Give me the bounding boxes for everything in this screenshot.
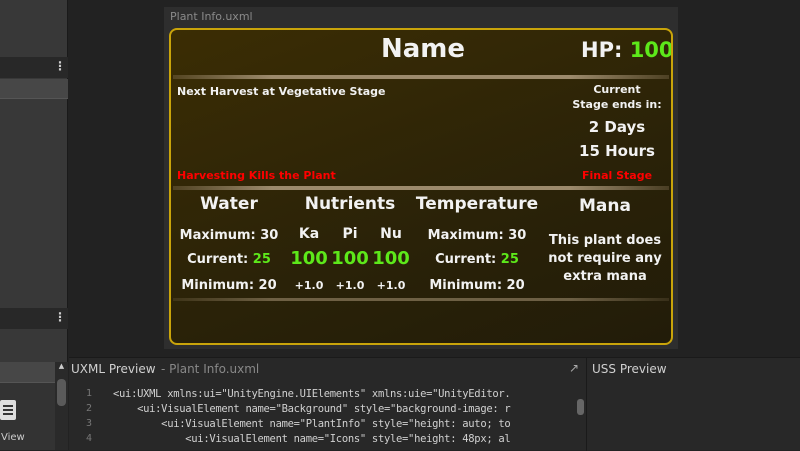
- preview-window: Plant Info.uxml Name HP: 100 Next Harves…: [164, 7, 678, 349]
- divider: [173, 298, 669, 301]
- harvest-warning: Harvesting Kills the Plant: [177, 169, 336, 182]
- label: Current:: [435, 252, 497, 267]
- line-number: 3: [86, 418, 93, 429]
- scrollbar-thumb[interactable]: [577, 399, 584, 415]
- line-number: 2: [86, 403, 93, 414]
- water-title: Water: [200, 194, 258, 214]
- divider: [173, 75, 669, 79]
- uxml-preview-title: UXML Preview: [71, 362, 156, 376]
- nutrient-name: Pi: [342, 226, 358, 242]
- mana-title: Mana: [579, 196, 631, 216]
- list-row[interactable]: [0, 362, 55, 383]
- list-row[interactable]: [0, 79, 68, 99]
- divider: [173, 186, 669, 190]
- code-line: <ui:VisualElement name="Background" styl…: [113, 403, 511, 415]
- final-stage-label: Final Stage: [581, 169, 653, 182]
- line-number: 1: [86, 388, 93, 399]
- nutrient-value: 100: [331, 248, 369, 269]
- asset-area: View: [0, 362, 55, 450]
- line-number: 4: [86, 433, 93, 444]
- scrollbar[interactable]: ▲: [55, 362, 68, 450]
- mana-text: This plant does: [548, 233, 662, 248]
- water-max: Maximum: 30: [179, 228, 279, 243]
- file-name: Plant Info.uxml: [169, 362, 260, 376]
- nutrient-value: 100: [290, 248, 328, 269]
- code-line: <ui:VisualElement name="PlantInfo" style…: [113, 418, 511, 430]
- kebab-menu-icon[interactable]: ⋮: [54, 310, 66, 324]
- panel-header: ⋮: [0, 308, 68, 329]
- left-panel: ⋮ ⋮ View ▲: [0, 0, 68, 450]
- nutrient-rate: +1.0: [335, 279, 365, 292]
- nutrient-name: Ka: [298, 226, 320, 242]
- temperature-title: Temperature: [415, 194, 539, 214]
- water-current: Current: 25: [187, 252, 271, 267]
- code-view[interactable]: 1 <ui:UXML xmlns:ui="UnityEngine.UIElemen…: [69, 385, 586, 451]
- code-scrollbar[interactable]: ▲: [575, 385, 586, 451]
- hp-display: HP: 100: [581, 38, 673, 62]
- asset-label[interactable]: View: [1, 432, 25, 443]
- kebab-menu-icon[interactable]: ⋮: [54, 59, 66, 73]
- stage-ends-label: Stage ends in:: [572, 98, 662, 111]
- panel-header: ⋮: [0, 57, 68, 78]
- hp-label: HP:: [581, 38, 623, 62]
- temperature-min: Minimum: 20: [429, 278, 525, 293]
- next-harvest-label: Next Harvest at Vegetative Stage: [177, 85, 386, 98]
- open-external-icon[interactable]: ↗: [569, 361, 580, 375]
- label: Current:: [187, 252, 249, 267]
- temperature-max: Maximum: 30: [427, 228, 527, 243]
- mana-text: extra mana: [563, 269, 647, 284]
- nutrient-value: 100: [372, 248, 410, 269]
- preview-title: Plant Info.uxml: [170, 10, 253, 23]
- bottom-panel: UXML Preview - Plant Info.uxml ↗ USS Pre…: [69, 357, 800, 451]
- uxml-file-label: - Plant Info.uxml: [161, 362, 260, 376]
- document-icon[interactable]: [0, 400, 16, 420]
- water-min: Minimum: 20: [181, 278, 277, 293]
- value: 25: [500, 252, 519, 267]
- plant-name: Name: [380, 34, 466, 64]
- plant-info-card: Name HP: 100 Next Harvest at Vegetative …: [169, 28, 673, 345]
- nutrients-title: Nutrients: [304, 194, 396, 214]
- days-remaining: 2 Days: [588, 118, 646, 136]
- temperature-current: Current: 25: [435, 252, 519, 267]
- value: 25: [252, 252, 271, 267]
- nutrient-name: Nu: [380, 226, 402, 242]
- uss-preview-title: USS Preview: [592, 362, 667, 376]
- nutrient-rate: +1.0: [294, 279, 324, 292]
- stage-ends-label: Current: [593, 83, 641, 96]
- code-line: <ui:VisualElement name="Icons" style="he…: [113, 433, 511, 445]
- scrollbar-thumb[interactable]: [57, 379, 66, 406]
- divider: [586, 358, 587, 451]
- hp-value: 100: [629, 38, 673, 62]
- mana-text: not require any: [548, 251, 662, 266]
- nutrient-rate: +1.0: [376, 279, 406, 292]
- code-line: <ui:UXML xmlns:ui="UnityEngine.UIElement…: [113, 388, 511, 400]
- hours-remaining: 15 Hours: [579, 142, 655, 160]
